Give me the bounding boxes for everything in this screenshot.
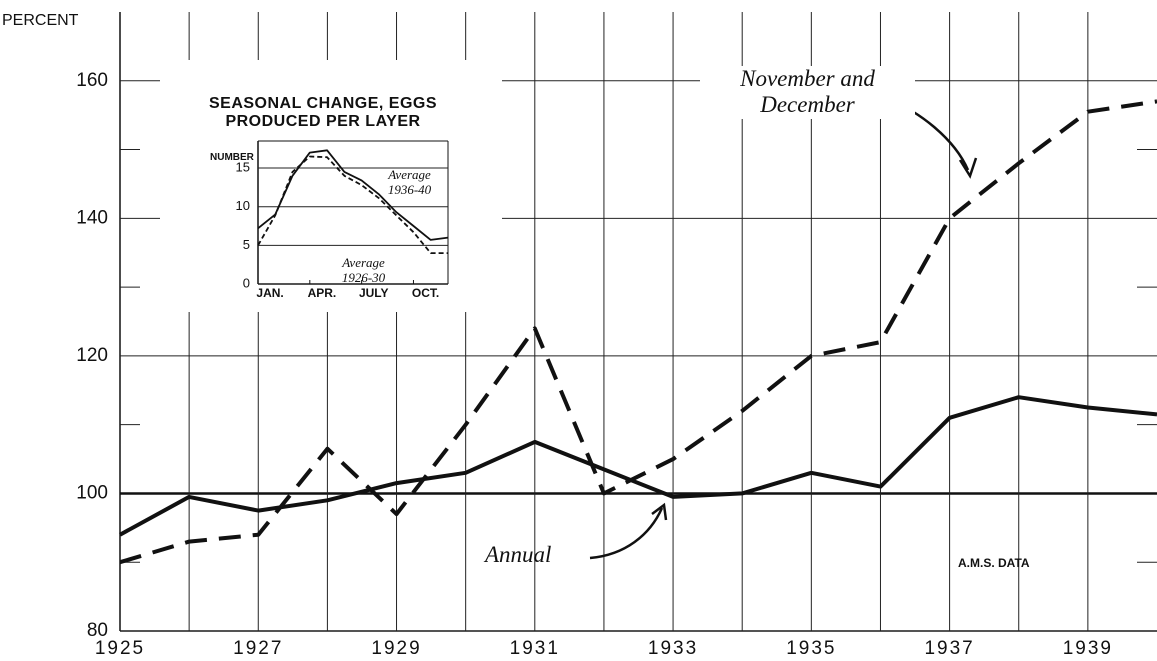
x-tick-label: 1937	[924, 638, 974, 659]
y-axis-label: PERCENT	[2, 12, 79, 29]
series-label: November and December	[700, 66, 915, 119]
x-tick-label: 1925	[95, 638, 145, 659]
y-tick-label: 120	[76, 345, 108, 366]
x-tick-label: JAN.	[256, 286, 283, 300]
series-line	[257, 149, 449, 241]
x-tick-label: 1931	[510, 638, 560, 659]
inset-title: SEASONAL CHANGE, EGGS PRODUCED PER LAYER	[168, 95, 478, 132]
y-tick-label: 0	[243, 275, 250, 290]
x-tick-label: JULY	[359, 286, 389, 300]
y-tick-label: 140	[76, 207, 108, 228]
y-tick-label: 160	[76, 70, 108, 91]
x-tick-label: OCT.	[412, 286, 439, 300]
series-label: Annual	[485, 542, 552, 567]
x-tick-label: APR.	[308, 286, 337, 300]
y-tick-label: 100	[76, 482, 108, 503]
annotation: A.M.S. DATA	[958, 556, 1030, 570]
x-tick-label: 1939	[1063, 638, 1113, 659]
x-tick-label: 1933	[648, 638, 698, 659]
y-tick-label: 10	[236, 198, 250, 213]
x-tick-label: 1929	[371, 638, 421, 659]
inset-series-label: Average 1926-30	[341, 255, 386, 285]
arrow-head	[958, 157, 978, 179]
arrow	[589, 507, 664, 560]
arrow-head	[651, 502, 668, 521]
x-tick-label: 1935	[786, 638, 836, 659]
series-line	[119, 395, 1157, 537]
series-line	[119, 99, 1157, 565]
y-tick-label: 5	[243, 237, 250, 252]
y-tick-label: 15	[236, 159, 250, 174]
inset-y-axis-label: NUMBER	[210, 152, 254, 163]
mark-layer: 0 5 10 15 JAN. APR. JULY OCT.	[119, 99, 1157, 565]
inset-series-label: Average 1936-40	[387, 167, 432, 197]
y-tick-label: 80	[87, 620, 108, 641]
x-tick-label: 1927	[233, 638, 283, 659]
series-line	[257, 155, 448, 254]
